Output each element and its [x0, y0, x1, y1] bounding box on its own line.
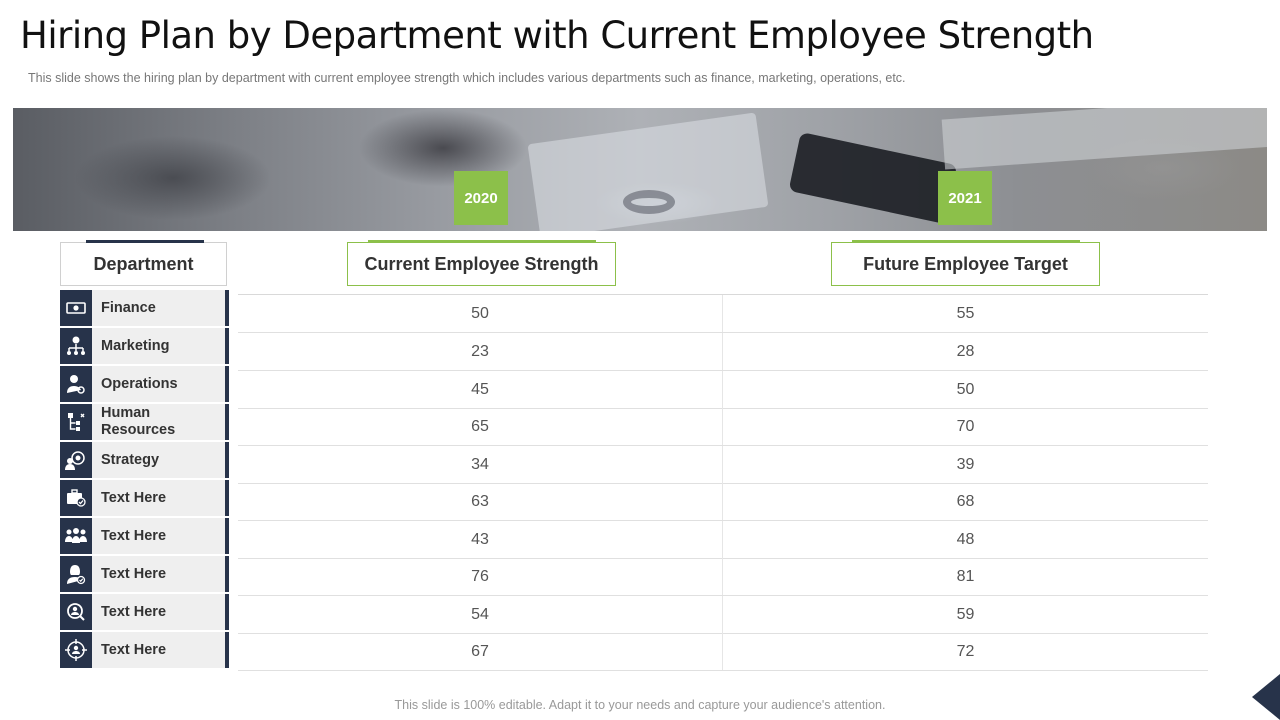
department-row: Text Here — [60, 518, 229, 554]
table-row: 76 81 — [238, 558, 1208, 596]
table-row: 67 72 — [238, 633, 1208, 671]
table-row: 43 48 — [238, 521, 1208, 559]
slide-subtitle: This slide shows the hiring plan by depa… — [28, 71, 906, 85]
department-label: Text Here — [101, 527, 167, 544]
department-header-label: Department — [93, 253, 194, 274]
future-target-cell: 48 — [956, 530, 975, 548]
user-gear-icon — [60, 366, 92, 402]
future-target-cell: 72 — [956, 642, 975, 660]
department-row: Marketing — [60, 328, 229, 364]
year-badge-current: 2020 — [454, 171, 508, 225]
future-target-cell: 59 — [956, 605, 975, 623]
corner-arrow-icon — [1252, 674, 1280, 720]
briefcase-check-icon — [60, 480, 92, 516]
department-row: Finance — [60, 290, 229, 326]
current-strength-cell: 23 — [238, 333, 723, 370]
future-target-cell: 55 — [956, 304, 975, 322]
table-row: 63 68 — [238, 483, 1208, 521]
table-row: 23 28 — [238, 333, 1208, 371]
future-target-cell: 28 — [956, 342, 975, 360]
table-top-rule — [238, 294, 1208, 295]
team-icon — [60, 518, 92, 554]
future-target-cell: 68 — [956, 492, 975, 510]
table-row: 34 39 — [238, 446, 1208, 484]
money-icon — [60, 290, 92, 326]
current-strength-cell: 43 — [238, 521, 723, 558]
future-target-cell: 81 — [956, 567, 975, 585]
department-label: Finance — [101, 299, 156, 316]
current-strength-cell: 76 — [238, 558, 723, 595]
current-strength-cell: 63 — [238, 483, 723, 520]
future-target-header-label: Future Employee Target — [863, 253, 1068, 274]
footer-note: This slide is 100% editable. Adapt it to… — [394, 698, 886, 712]
future-target-cell: 39 — [956, 455, 975, 473]
woman-check-icon — [60, 556, 92, 592]
slide-title: Hiring Plan by Department with Current E… — [20, 14, 1094, 57]
org-gear-icon — [60, 328, 92, 364]
department-label: Text Here — [101, 489, 167, 506]
table-row: 65 70 — [238, 408, 1208, 446]
org-chart-icon — [60, 404, 92, 440]
current-strength-cell: 67 — [238, 633, 723, 670]
department-row: Text Here — [60, 594, 229, 630]
department-label: Text Here — [101, 603, 167, 620]
department-label: Strategy — [101, 451, 160, 468]
current-strength-cell: 65 — [238, 408, 723, 445]
current-strength-header-label: Current Employee Strength — [364, 253, 599, 274]
future-target-header: Future Employee Target — [831, 240, 1100, 286]
future-target-cell: 50 — [956, 380, 975, 398]
department-label: Operations — [101, 375, 178, 392]
search-user-icon — [60, 594, 92, 630]
current-strength-cell: 34 — [238, 446, 723, 483]
current-strength-cell: 50 — [238, 295, 723, 332]
department-label: Human Resources — [101, 405, 176, 438]
banner-photo — [13, 108, 1267, 231]
year-badge-future: 2021 — [938, 171, 992, 225]
department-row: Text Here — [60, 480, 229, 516]
department-label: Marketing — [101, 337, 170, 354]
current-strength-header: Current Employee Strength — [347, 240, 616, 286]
table-row: 50 55 — [238, 295, 1208, 333]
target-user-icon — [60, 632, 92, 668]
department-row: Text Here — [60, 632, 229, 668]
future-target-cell: 70 — [956, 417, 975, 435]
department-row: Operations — [60, 366, 229, 402]
department-row: Strategy — [60, 442, 229, 478]
current-strength-cell: 54 — [238, 596, 723, 633]
target-users-icon — [60, 442, 92, 478]
department-row: Human Resources — [60, 404, 229, 440]
department-header: Department — [60, 240, 227, 286]
table-row: 45 50 — [238, 371, 1208, 409]
table-row: 54 59 — [238, 596, 1208, 634]
current-strength-cell: 45 — [238, 371, 723, 408]
department-label: Text Here — [101, 641, 167, 658]
department-label: Text Here — [101, 565, 167, 582]
department-row: Text Here — [60, 556, 229, 592]
